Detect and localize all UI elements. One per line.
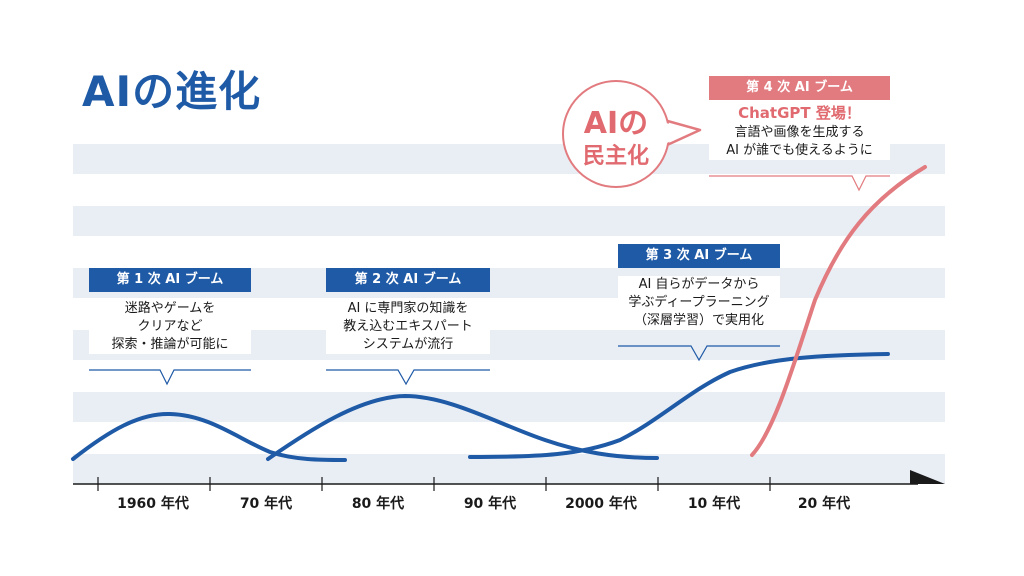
timeline-label: 80 年代: [351, 496, 405, 512]
boom1-curve: [71, 411, 347, 462]
boom4-heading: 第 4 次 AI ブーム: [709, 76, 890, 100]
boom2-heading: 第 2 次 AI ブーム: [326, 268, 490, 292]
boom3-description-line: 学ぶディープラーニング: [628, 295, 770, 310]
boom4-curve: [750, 165, 927, 457]
boom2-description-line: AI に専門家の知識を: [347, 301, 469, 316]
boom3-heading: 第 3 次 AI ブーム: [618, 244, 780, 268]
speech-bubble: AIの 民主化: [562, 80, 670, 188]
timeline-label: 90 年代: [463, 496, 517, 512]
boom3-description-line: AI 自らがデータから: [638, 277, 760, 292]
boom1-description-line: 探索・推論が可能に: [111, 337, 229, 352]
timeline-label: 2000 年代: [565, 496, 637, 512]
boom1-description: 迷路やゲームを クリアなど 探索・推論が可能に: [89, 300, 251, 354]
timeline-label: 70 年代: [239, 496, 293, 512]
boom3-callout-pointer: [618, 345, 780, 362]
boom2-description: AI に専門家の知識を 教え込むエキスパート システムが流行: [326, 300, 490, 354]
boom1-description-line: クリアなど: [137, 319, 203, 334]
boom4-callout-pointer: [709, 175, 890, 192]
boom3-description-line: （深層学習）で実用化: [633, 313, 764, 328]
bubble-line-1: AIの: [583, 106, 649, 141]
boom2-description-line: システムが流行: [362, 337, 454, 352]
boom4-description: ChatGPT 登場！ 言語や画像を生成する AI が誰でも使えるように: [709, 104, 890, 160]
timeline-arrow: [910, 470, 945, 484]
boom1-description-line: 迷路やゲームを: [124, 301, 216, 316]
boom4-description-line: AI が誰でも使えるように: [726, 143, 873, 158]
boom2-curve: [266, 393, 659, 461]
background-stripe: [73, 392, 945, 422]
boom2-description-line: 教え込むエキスパート: [343, 319, 473, 334]
boom3-curve: [468, 352, 890, 459]
boom4-description-line: 言語や画像を生成する: [734, 125, 865, 140]
boom2-callout-pointer: [326, 369, 490, 386]
boom4-highlight: ChatGPT 登場！: [738, 104, 861, 122]
boom3-description: AI 自らがデータから 学ぶディープラーニング （深層学習）で実用化: [618, 276, 780, 330]
timeline-label: 1960 年代: [117, 496, 189, 512]
timeline-label: 10 年代: [687, 496, 741, 512]
boom1-callout-pointer: [89, 369, 251, 386]
timeline-label: 20 年代: [797, 496, 851, 512]
page-title: AIの進化: [82, 67, 262, 116]
background-stripe: [73, 454, 945, 484]
bubble-line-2: 民主化: [582, 144, 649, 169]
background-stripe: [73, 206, 945, 236]
boom1-heading: 第 1 次 AI ブーム: [89, 268, 251, 292]
